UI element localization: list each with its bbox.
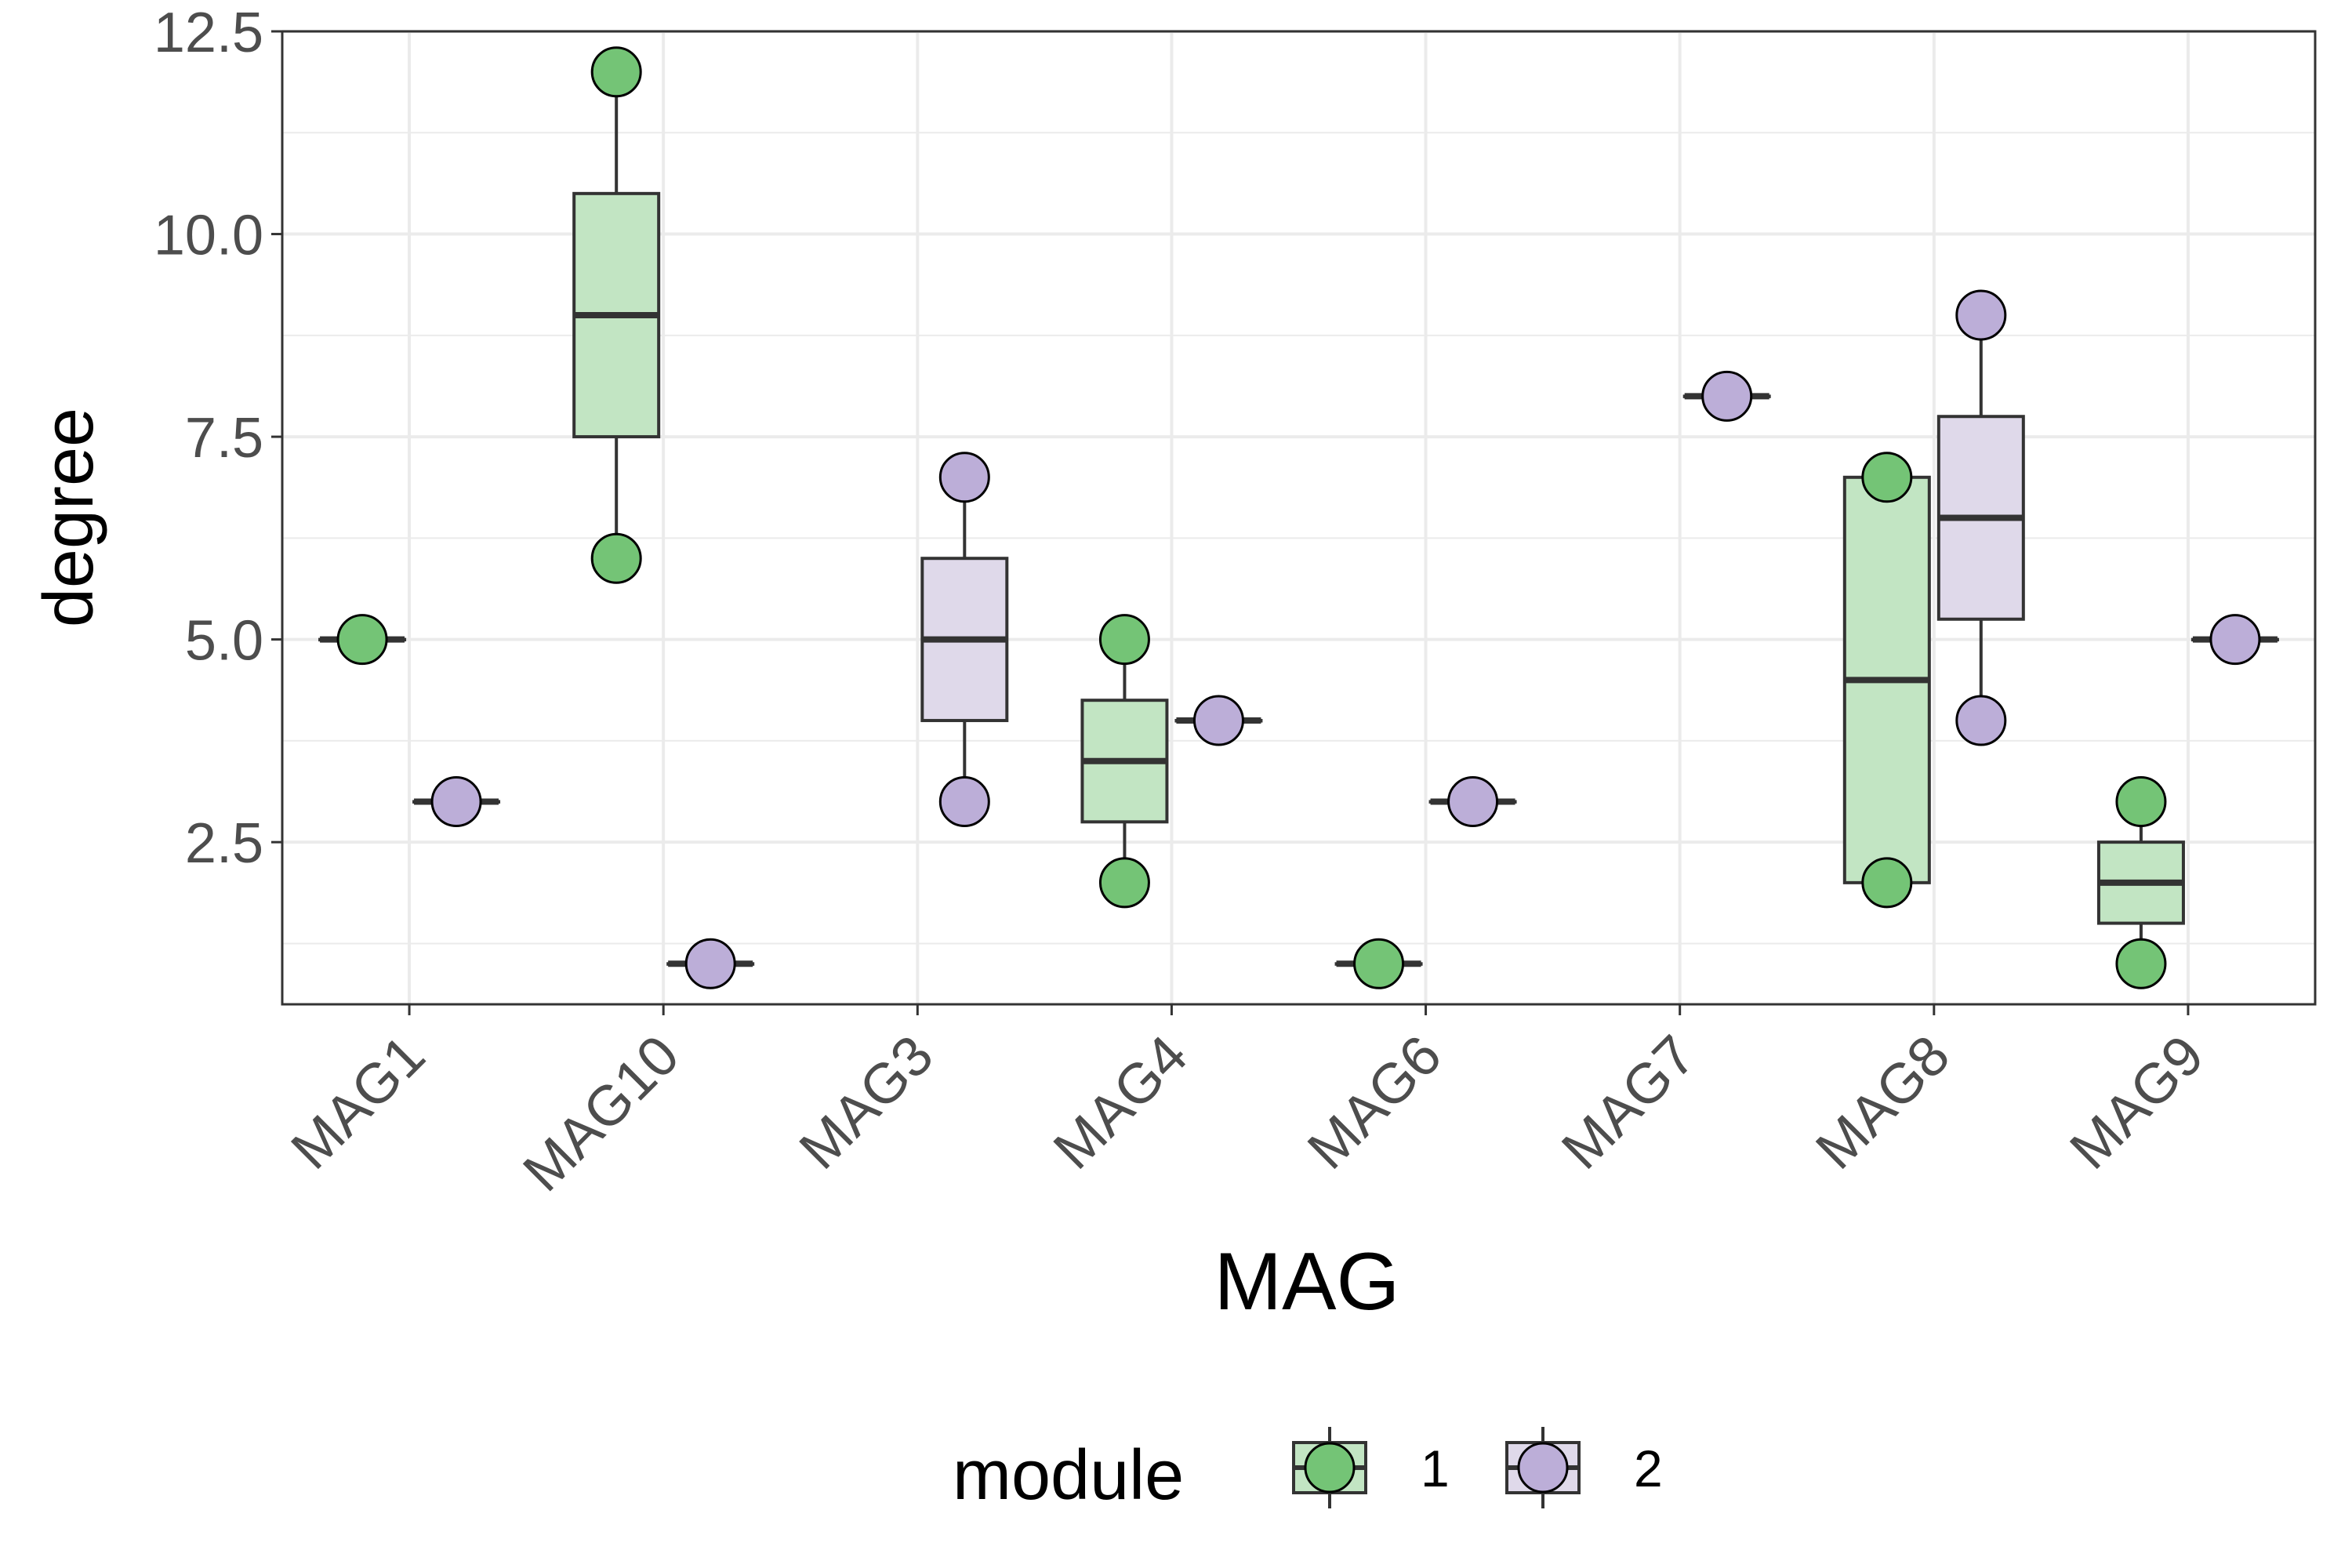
data-point	[430, 775, 482, 827]
data-point	[2115, 938, 2167, 989]
y-axis-title: degree	[30, 408, 108, 627]
data-point	[590, 532, 642, 584]
y-tick-label: 10.0	[154, 205, 263, 267]
legend-key-point	[1517, 1442, 1569, 1494]
data-point	[2115, 775, 2167, 827]
y-tick-label: 7.5	[185, 407, 263, 470]
data-point	[1192, 695, 1244, 746]
x-axis-title: MAG	[1214, 1236, 1400, 1327]
data-point	[336, 614, 388, 666]
data-point	[938, 775, 990, 827]
plot-panel-border	[281, 30, 2317, 1006]
data-point	[1701, 370, 1753, 422]
data-point	[1955, 695, 2007, 746]
data-point	[2209, 614, 2261, 666]
legend-key-module-1: 1	[1292, 1427, 1450, 1508]
data-point	[684, 938, 736, 989]
data-point	[1098, 857, 1150, 909]
legend-key-point	[1304, 1442, 1356, 1494]
data-point	[1353, 938, 1405, 989]
legend-label: 1	[1421, 1439, 1450, 1497]
legend-label: 2	[1634, 1439, 1663, 1497]
y-tick-label: 12.5	[154, 2, 263, 64]
data-point	[1098, 614, 1150, 666]
legend-title: module	[953, 1436, 1184, 1515]
data-point	[1955, 289, 2007, 341]
y-tick-label: 2.5	[185, 812, 263, 875]
data-point	[938, 452, 990, 503]
boxes-layer	[318, 71, 2279, 967]
data-point	[1861, 857, 1913, 909]
data-point	[1447, 775, 1499, 827]
points-layer	[336, 46, 2261, 989]
y-tick-label: 5.0	[185, 610, 263, 673]
data-point	[1861, 452, 1913, 503]
data-point	[590, 46, 642, 98]
legend-key-module-2: 2	[1505, 1427, 1663, 1508]
